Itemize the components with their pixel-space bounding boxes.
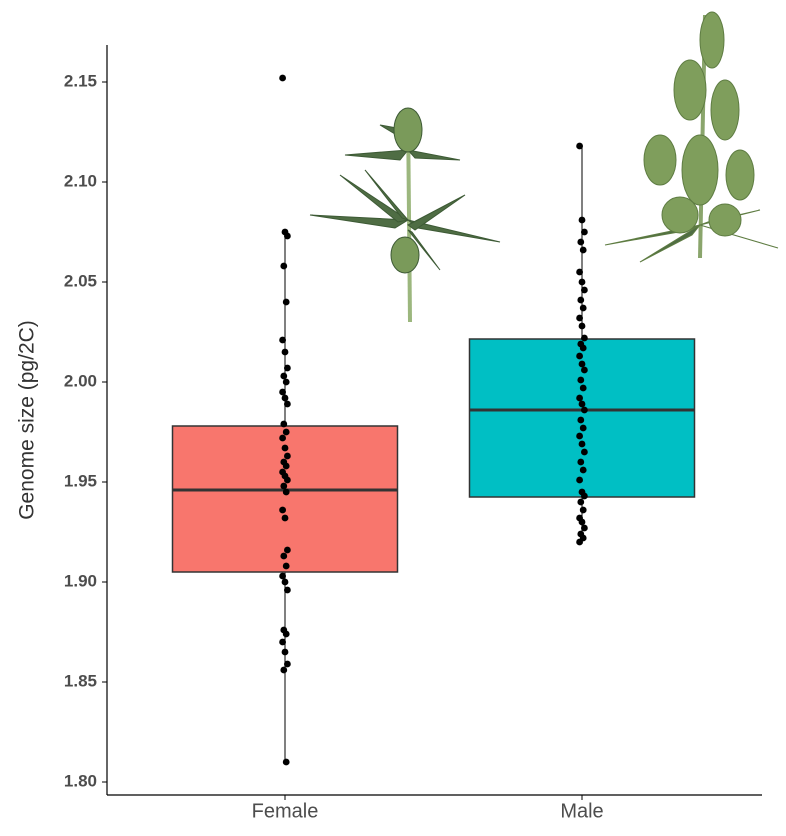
data-point [578, 216, 586, 224]
data-point [576, 142, 583, 150]
y-tick-label: 1.95 [64, 471, 97, 490]
data-point [282, 298, 290, 306]
data-point [284, 546, 291, 554]
data-point [280, 262, 288, 270]
data-point [282, 378, 290, 386]
data-point [581, 334, 588, 342]
data-point [579, 304, 587, 312]
data-point [579, 424, 587, 432]
data-point [284, 364, 291, 372]
data-point [281, 444, 289, 452]
data-point [578, 360, 586, 368]
y-tick-label: 1.80 [64, 771, 97, 790]
data-point [284, 476, 291, 484]
data-point [280, 372, 288, 380]
data-point [576, 314, 583, 322]
x-tick-label: Male [560, 800, 603, 822]
female-plant-illustration [309, 107, 501, 323]
data-point [577, 458, 585, 466]
data-point [280, 666, 288, 674]
data-point [279, 506, 286, 514]
data-point [284, 400, 291, 408]
y-tick-label: 2.15 [64, 71, 97, 90]
data-point [279, 74, 286, 82]
data-point [282, 630, 290, 638]
y-tick-label: 1.90 [64, 571, 97, 590]
data-point [579, 344, 587, 352]
data-point [279, 572, 286, 580]
data-point [284, 232, 291, 240]
data-point [579, 384, 587, 392]
y-axis-label: Genome size (pg/2C) [16, 320, 39, 520]
data-point [282, 562, 290, 570]
data-point [281, 578, 289, 586]
data-point [284, 586, 291, 594]
data-point [281, 648, 289, 656]
data-point [577, 498, 585, 506]
data-point [280, 420, 288, 428]
data-point [578, 278, 586, 286]
y-tick-label: 1.85 [64, 671, 97, 690]
data-point [581, 406, 588, 414]
data-point [579, 506, 587, 514]
data-point [279, 434, 286, 442]
data-point [279, 336, 286, 344]
data-point [577, 296, 585, 304]
data-point [282, 428, 290, 436]
data-point [280, 552, 288, 560]
data-point [581, 492, 588, 500]
data-point [284, 660, 291, 668]
data-point [581, 448, 588, 456]
data-point [581, 228, 588, 236]
data-point [576, 268, 583, 276]
data-point [579, 246, 587, 254]
data-point [576, 394, 583, 402]
data-point [284, 452, 291, 460]
data-point [576, 538, 583, 546]
data-point [581, 366, 588, 374]
data-point [578, 518, 586, 526]
data-point [581, 286, 588, 294]
data-point [578, 322, 586, 330]
data-point [281, 514, 289, 522]
data-point [576, 352, 583, 360]
y-tick-label: 2.10 [64, 171, 97, 190]
y-tick-label: 2.05 [64, 271, 97, 290]
male-plant-illustration [604, 11, 779, 263]
data-point [281, 348, 289, 356]
x-tick-label: Female [252, 800, 319, 822]
data-point [577, 376, 585, 384]
data-point [282, 488, 290, 496]
data-point [576, 432, 583, 440]
data-point [581, 524, 588, 532]
data-point [281, 394, 289, 402]
data-point [578, 400, 586, 408]
data-point [577, 238, 585, 246]
data-point [279, 638, 286, 646]
data-point [282, 758, 290, 766]
data-point [280, 482, 288, 490]
data-point [577, 416, 585, 424]
data-point [282, 462, 290, 470]
data-point [576, 476, 583, 484]
data-point [579, 466, 587, 474]
data-point [578, 440, 586, 448]
y-tick-label: 2.00 [64, 371, 97, 390]
data-point [279, 388, 286, 396]
